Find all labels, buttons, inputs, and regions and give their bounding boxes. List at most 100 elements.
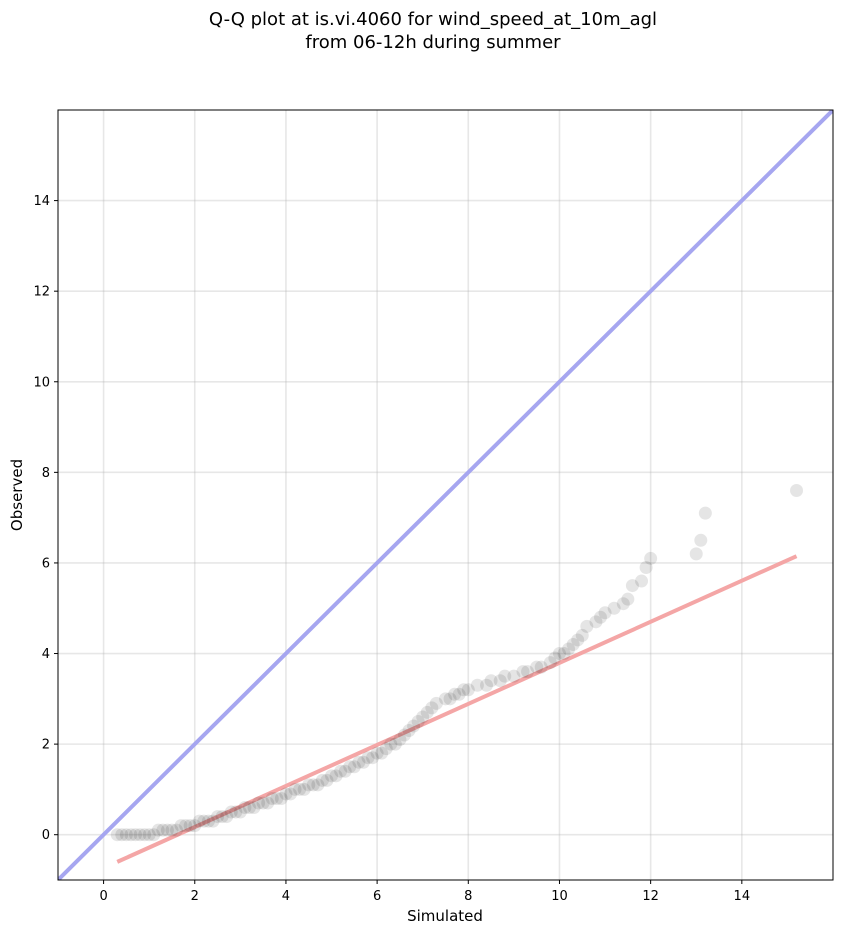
qq-point [402, 724, 416, 738]
qq-point [639, 560, 653, 574]
qq-point [156, 823, 170, 837]
grid-lines [58, 110, 833, 880]
qq-point [366, 751, 380, 765]
qq-point [147, 828, 161, 842]
qq-point [138, 828, 152, 842]
qq-point [279, 787, 293, 801]
qq-point [284, 787, 297, 801]
qq-point [183, 819, 197, 833]
qq-point [197, 814, 211, 828]
x-tick-label: 14 [734, 889, 751, 904]
qq-point [288, 782, 302, 796]
y-axis-label: Observed [8, 459, 26, 531]
qq-point [562, 642, 576, 656]
qq-point [443, 692, 457, 706]
qq-point [329, 769, 343, 783]
qq-point [170, 823, 184, 837]
chart-title-line-1: Q-Q plot at is.vi.4060 for wind_speed_at… [208, 9, 658, 30]
qq-point [621, 592, 635, 606]
qq-point [334, 764, 348, 778]
qq-point [571, 633, 585, 647]
qq-point [698, 506, 712, 520]
qq-point [543, 656, 557, 670]
qq-point [429, 696, 443, 710]
identity-line [58, 110, 833, 880]
qq-point [425, 701, 439, 715]
qq-point [534, 660, 548, 674]
qq-point [407, 719, 421, 733]
qq-point [151, 823, 165, 837]
qq-point [480, 678, 494, 692]
y-tick-label: 2 [42, 738, 50, 753]
qq-point [293, 782, 307, 796]
qq-point [252, 796, 266, 810]
qq-point [274, 791, 288, 805]
y-tick-label: 0 [42, 828, 50, 843]
qq-point [484, 674, 498, 688]
qq-point [206, 814, 220, 828]
qq-point [575, 628, 589, 642]
qq-point [129, 828, 142, 842]
qq-point [165, 823, 179, 837]
qq-point [790, 483, 804, 497]
qq-point [375, 746, 389, 760]
qq-point [635, 574, 649, 588]
qq-point [448, 687, 462, 701]
x-tick-label: 2 [191, 889, 199, 904]
qq-point [325, 769, 339, 783]
x-tick-label: 8 [464, 889, 472, 904]
qq-point [174, 819, 188, 833]
qq-point [416, 710, 430, 724]
qq-point [498, 669, 512, 683]
y-tick-label: 14 [33, 194, 50, 209]
chart-title: Q-Q plot at is.vi.4060 for wind_speed_at… [0, 8, 842, 54]
y-tick-label: 6 [42, 556, 50, 571]
qq-point [297, 782, 311, 796]
qq-point [238, 801, 252, 815]
qq-point [530, 660, 544, 674]
x-tick-label: 6 [373, 889, 381, 904]
qq-point [644, 551, 658, 565]
qq-point [420, 705, 434, 719]
qq-point [566, 637, 580, 651]
qq-point [224, 805, 238, 819]
qq-point [119, 828, 133, 842]
x-tick-label: 10 [551, 889, 568, 904]
qq-point [215, 810, 229, 824]
qq-point [507, 669, 521, 683]
qq-point [689, 547, 703, 561]
qq-point [302, 778, 316, 792]
qq-point [343, 760, 357, 774]
qq-point [384, 737, 398, 751]
qq-point [347, 760, 361, 774]
qq-point [233, 805, 247, 819]
qq-point [470, 678, 484, 692]
qq-point [589, 615, 603, 629]
qq-point [124, 828, 138, 842]
qq-point [694, 533, 708, 547]
qq-point [580, 619, 594, 633]
x-tick-label: 12 [642, 889, 659, 904]
qq-point [338, 764, 352, 778]
qq-point [188, 819, 202, 833]
qq-point [598, 606, 612, 620]
qq-point [616, 597, 630, 611]
qq-point [493, 674, 507, 688]
qq-point [256, 796, 270, 810]
y-tick-label: 10 [33, 375, 50, 390]
qq-point [594, 610, 607, 624]
qq-point [607, 601, 621, 615]
qq-point [142, 828, 156, 842]
qq-point [370, 746, 384, 760]
qq-point [311, 778, 325, 792]
qq-point [625, 579, 639, 593]
qq-point [201, 814, 215, 828]
qq-point [110, 828, 124, 842]
y-tick-label: 8 [42, 466, 50, 481]
qq-point [552, 647, 566, 661]
y-tick-label: 4 [42, 647, 50, 662]
qq-point [315, 773, 329, 787]
regression-fit-line [116, 554, 798, 864]
qq-point [115, 828, 129, 842]
qq-point [270, 791, 284, 805]
